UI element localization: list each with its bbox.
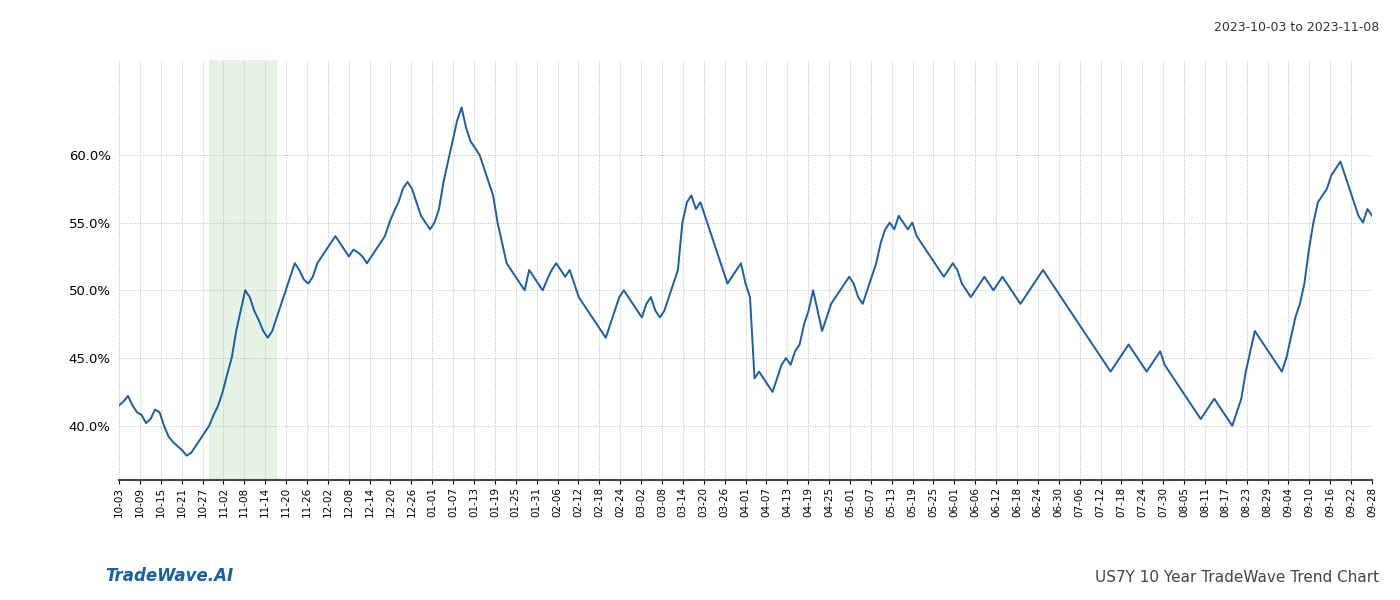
Text: US7Y 10 Year TradeWave Trend Chart: US7Y 10 Year TradeWave Trend Chart xyxy=(1095,570,1379,585)
Bar xyxy=(209,60,277,480)
Text: 2023-10-03 to 2023-11-08: 2023-10-03 to 2023-11-08 xyxy=(1214,21,1379,34)
Text: TradeWave.AI: TradeWave.AI xyxy=(105,567,234,585)
